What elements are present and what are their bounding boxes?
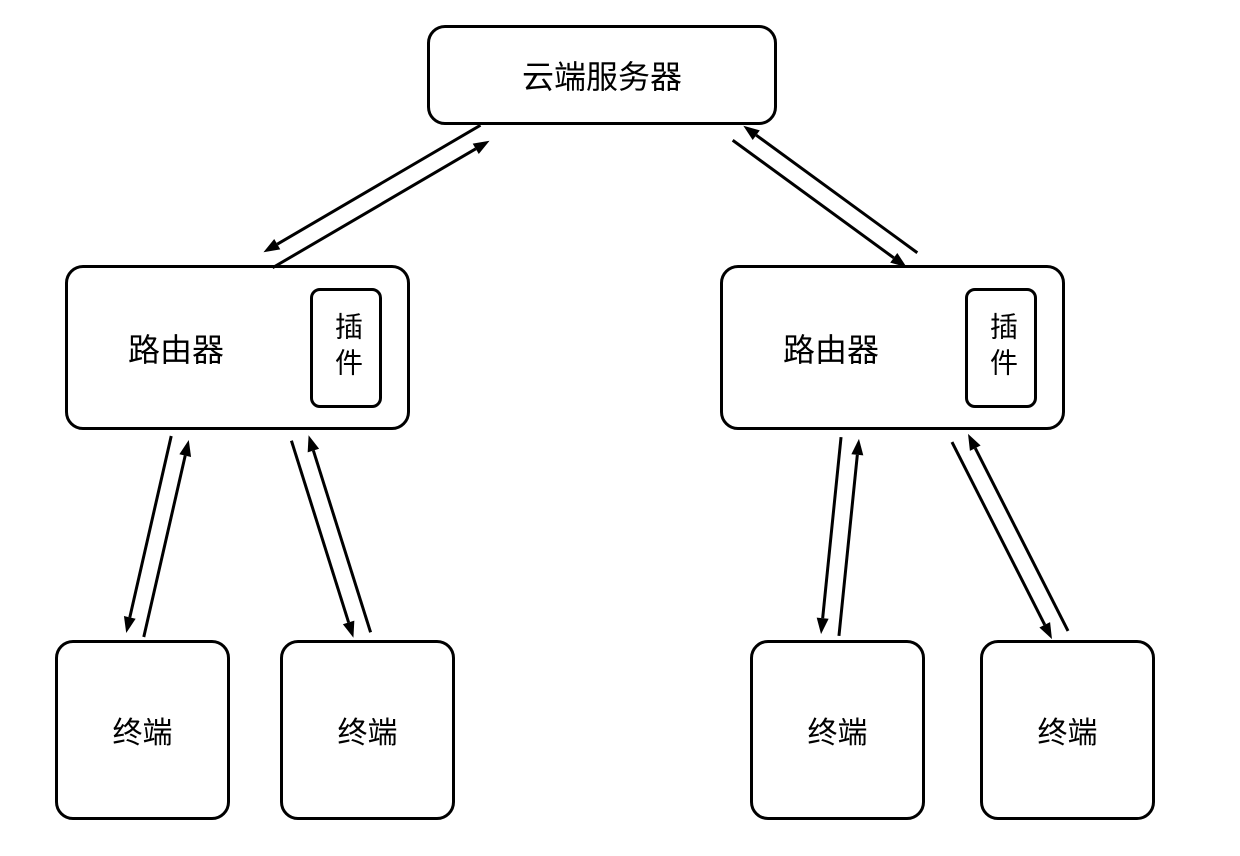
router-left-label: 路由器 bbox=[128, 325, 224, 371]
plugin-left-label: 插件 bbox=[326, 312, 366, 384]
terminal-4-label: 终端 bbox=[1038, 708, 1098, 752]
router-right-node: 路由器 插件 bbox=[720, 265, 1065, 430]
terminal-2-label: 终端 bbox=[338, 708, 398, 752]
server-label: 云端服务器 bbox=[522, 52, 682, 98]
terminal-1-label: 终端 bbox=[113, 708, 173, 752]
terminal-1-node: 终端 bbox=[55, 640, 230, 820]
terminal-3-node: 终端 bbox=[750, 640, 925, 820]
terminal-2-node: 终端 bbox=[280, 640, 455, 820]
server-node: 云端服务器 bbox=[427, 25, 777, 125]
plugin-left: 插件 bbox=[310, 288, 382, 408]
terminal-4-node: 终端 bbox=[980, 640, 1155, 820]
terminal-3-label: 终端 bbox=[808, 708, 868, 752]
plugin-right-label: 插件 bbox=[981, 312, 1021, 384]
plugin-right: 插件 bbox=[965, 288, 1037, 408]
router-left-node: 路由器 插件 bbox=[65, 265, 410, 430]
router-right-label: 路由器 bbox=[783, 325, 879, 371]
